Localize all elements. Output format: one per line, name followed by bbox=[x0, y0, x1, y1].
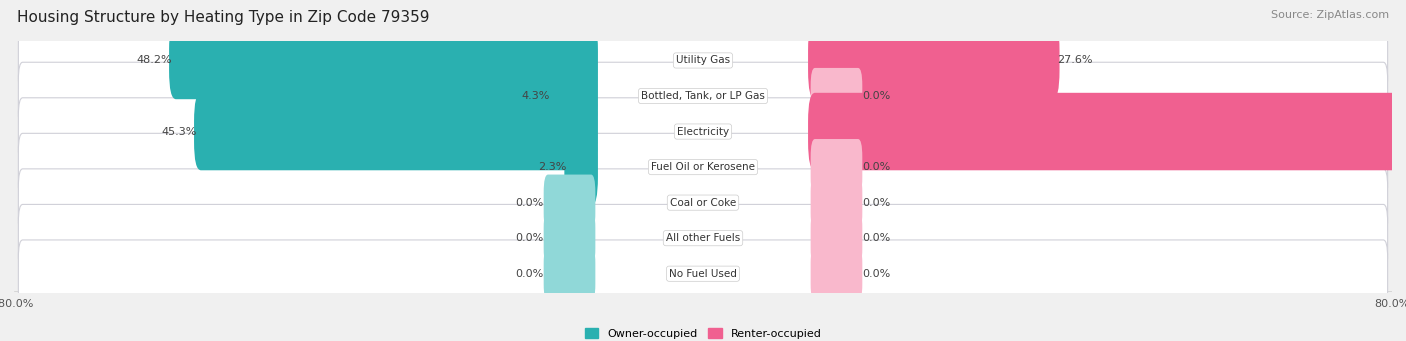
FancyBboxPatch shape bbox=[544, 210, 595, 266]
FancyBboxPatch shape bbox=[194, 93, 598, 170]
Text: Source: ZipAtlas.com: Source: ZipAtlas.com bbox=[1271, 10, 1389, 20]
Text: Coal or Coke: Coal or Coke bbox=[669, 198, 737, 208]
FancyBboxPatch shape bbox=[18, 27, 1388, 94]
Text: 0.0%: 0.0% bbox=[862, 233, 890, 243]
Text: Electricity: Electricity bbox=[676, 127, 730, 136]
FancyBboxPatch shape bbox=[18, 133, 1388, 201]
Text: 0.0%: 0.0% bbox=[862, 198, 890, 208]
FancyBboxPatch shape bbox=[169, 22, 598, 99]
Text: Housing Structure by Heating Type in Zip Code 79359: Housing Structure by Heating Type in Zip… bbox=[17, 10, 429, 25]
FancyBboxPatch shape bbox=[18, 62, 1388, 130]
Legend: Owner-occupied, Renter-occupied: Owner-occupied, Renter-occupied bbox=[581, 324, 825, 341]
FancyBboxPatch shape bbox=[811, 68, 862, 124]
FancyBboxPatch shape bbox=[564, 128, 598, 206]
FancyBboxPatch shape bbox=[811, 139, 862, 195]
Text: Bottled, Tank, or LP Gas: Bottled, Tank, or LP Gas bbox=[641, 91, 765, 101]
FancyBboxPatch shape bbox=[18, 98, 1388, 165]
Text: All other Fuels: All other Fuels bbox=[666, 233, 740, 243]
FancyBboxPatch shape bbox=[811, 175, 862, 231]
Text: Utility Gas: Utility Gas bbox=[676, 56, 730, 65]
FancyBboxPatch shape bbox=[547, 57, 598, 135]
FancyBboxPatch shape bbox=[18, 204, 1388, 272]
FancyBboxPatch shape bbox=[811, 246, 862, 302]
Text: 0.0%: 0.0% bbox=[862, 91, 890, 101]
Text: 27.6%: 27.6% bbox=[1057, 56, 1092, 65]
Text: No Fuel Used: No Fuel Used bbox=[669, 269, 737, 279]
FancyBboxPatch shape bbox=[811, 210, 862, 266]
Text: 45.3%: 45.3% bbox=[162, 127, 197, 136]
FancyBboxPatch shape bbox=[18, 169, 1388, 236]
Text: 0.0%: 0.0% bbox=[516, 233, 544, 243]
Text: 0.0%: 0.0% bbox=[862, 269, 890, 279]
FancyBboxPatch shape bbox=[544, 246, 595, 302]
Text: 2.3%: 2.3% bbox=[538, 162, 567, 172]
Text: 0.0%: 0.0% bbox=[516, 198, 544, 208]
FancyBboxPatch shape bbox=[544, 175, 595, 231]
Text: Fuel Oil or Kerosene: Fuel Oil or Kerosene bbox=[651, 162, 755, 172]
Text: 0.0%: 0.0% bbox=[516, 269, 544, 279]
Text: 48.2%: 48.2% bbox=[136, 56, 172, 65]
FancyBboxPatch shape bbox=[18, 240, 1388, 308]
FancyBboxPatch shape bbox=[808, 22, 1060, 99]
Text: 4.3%: 4.3% bbox=[522, 91, 550, 101]
FancyBboxPatch shape bbox=[808, 93, 1406, 170]
Text: 0.0%: 0.0% bbox=[862, 162, 890, 172]
